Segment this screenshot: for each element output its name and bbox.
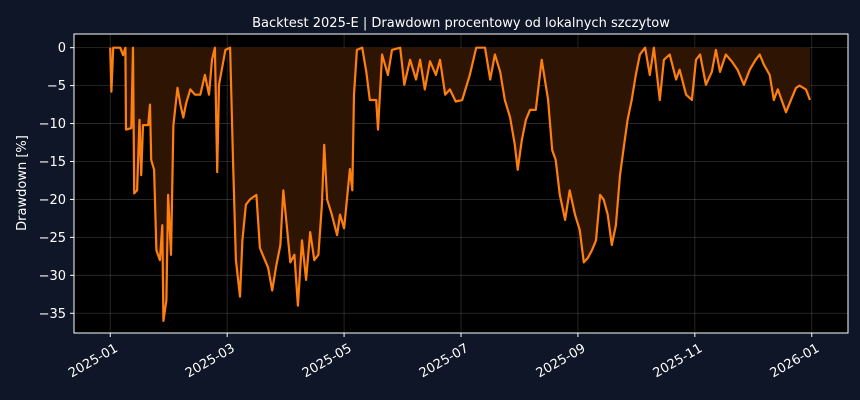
y-tick-label: −5 — [47, 79, 66, 94]
y-tick-label: −30 — [39, 269, 66, 284]
y-axis-label: Drawdown [%] — [15, 135, 30, 231]
drawdown-line — [109, 46, 812, 322]
y-tick-label: 0 — [58, 41, 66, 56]
drawdown-area — [110, 47, 810, 321]
y-tick-label: −20 — [39, 193, 66, 208]
y-tick-label: −10 — [39, 117, 66, 132]
y-tick-label: −25 — [39, 231, 66, 246]
plot-frame — [73, 33, 849, 334]
chart-title: Backtest 2025-E | Drawdown procentowy od… — [252, 16, 670, 31]
y-tick-label: −15 — [39, 155, 66, 170]
y-tick-label: −35 — [39, 307, 66, 322]
